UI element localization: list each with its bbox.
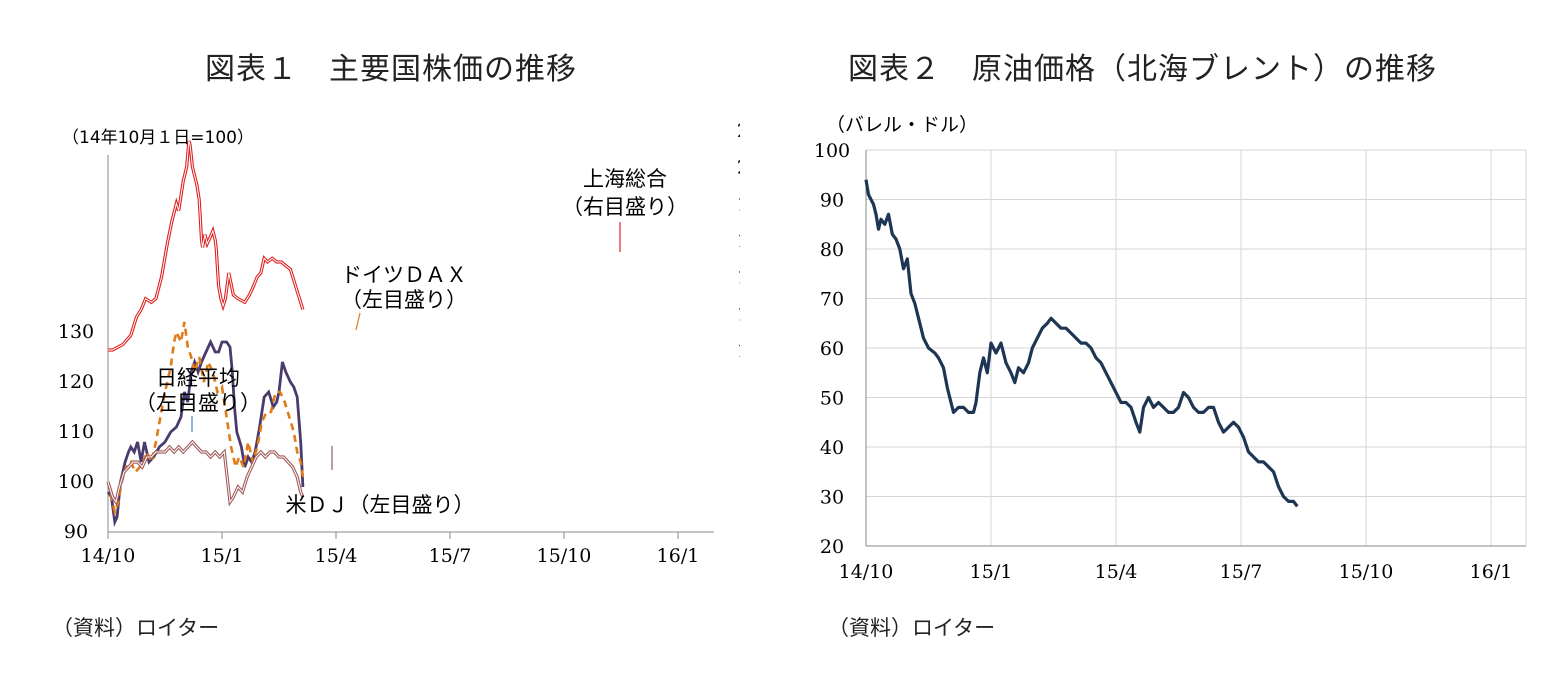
x-tick-label: 16/1 — [1470, 561, 1513, 583]
unit-note: （14年10月１日=100） — [62, 128, 254, 148]
label-nikkei-axis: （左目盛り） — [135, 391, 261, 415]
chart2-title: 図表２ 原油価格（北海ブレント）の推移 — [848, 52, 1437, 87]
y-right-tick: 220 — [737, 120, 740, 142]
pointer-dax — [355, 312, 361, 331]
x-tick-label: 15/10 — [1339, 561, 1394, 583]
chart1-source: （資料）ロイター — [52, 616, 220, 640]
y-tick: 100 — [814, 140, 850, 162]
chart2-source: （資料）ロイター — [828, 616, 996, 640]
y-tick: 50 — [820, 388, 844, 410]
x-tick-label: 15/4 — [315, 545, 358, 567]
x-tick-label: 14/10 — [81, 545, 136, 567]
x-tick-label: 14/10 — [839, 561, 894, 583]
x-tick-label: 15/4 — [1095, 561, 1138, 583]
brent-oil-chart: （バレル・ドル） 20 30 40 50 60 70 80 90 100 14/10 15/1 15/4… — [814, 114, 1527, 583]
label-dax: ドイツＤＡＸ — [341, 263, 467, 287]
y-right-tick: 100 — [737, 340, 740, 362]
x-tick-label: 16/1 — [657, 545, 700, 567]
label-dax-axis: （左目盛り） — [341, 288, 467, 312]
y-tick: 40 — [820, 437, 844, 459]
chart1-title: 図表１ 主要国株価の推移 — [205, 52, 577, 87]
y-left-tick: 120 — [58, 371, 94, 393]
series-line-dax — [106, 321, 305, 517]
x-tick-label: 15/1 — [201, 545, 244, 567]
series-line-inner — [107, 441, 304, 504]
y-tick: 90 — [820, 190, 844, 212]
label-nikkei: 日経平均 — [156, 366, 240, 390]
x-tick-label: 15/7 — [429, 545, 472, 567]
y-left-tick: 90 — [64, 521, 88, 543]
y-tick: 70 — [820, 289, 844, 311]
y-tick: 80 — [820, 239, 844, 261]
x-tick-label: 15/7 — [1220, 561, 1263, 583]
y-right-tick: 160 — [737, 230, 740, 252]
label-shanghai: 上海総合 — [583, 167, 667, 191]
y-tick: 20 — [820, 536, 844, 558]
y-right-tick: 180 — [737, 193, 740, 215]
y-left-tick: 130 — [58, 321, 94, 343]
y-right-tick: 200 — [737, 157, 740, 179]
label-shanghai-axis: （右目盛り） — [562, 195, 688, 219]
x-tick-label: 15/10 — [537, 545, 592, 567]
brent-price-line — [864, 179, 1299, 508]
series-line-inner — [108, 140, 304, 351]
label-dj: 米ＤＪ（左目盛り） — [286, 493, 475, 517]
y-tick: 60 — [820, 338, 844, 360]
y-right-tick: 120 — [737, 303, 740, 325]
series-line-nikkei — [106, 338, 305, 527]
y-left-tick: 110 — [58, 421, 94, 443]
unit-label: （バレル・ドル） — [826, 114, 978, 136]
stock-index-chart: （14年10月１日=100） 90 100 110 120 130 100 120 140 160… — [58, 120, 740, 567]
x-tick-label: 15/1 — [970, 561, 1013, 583]
y-left-tick: 100 — [58, 471, 94, 493]
y-right-tick: 140 — [737, 267, 740, 289]
y-tick: 30 — [820, 487, 844, 509]
